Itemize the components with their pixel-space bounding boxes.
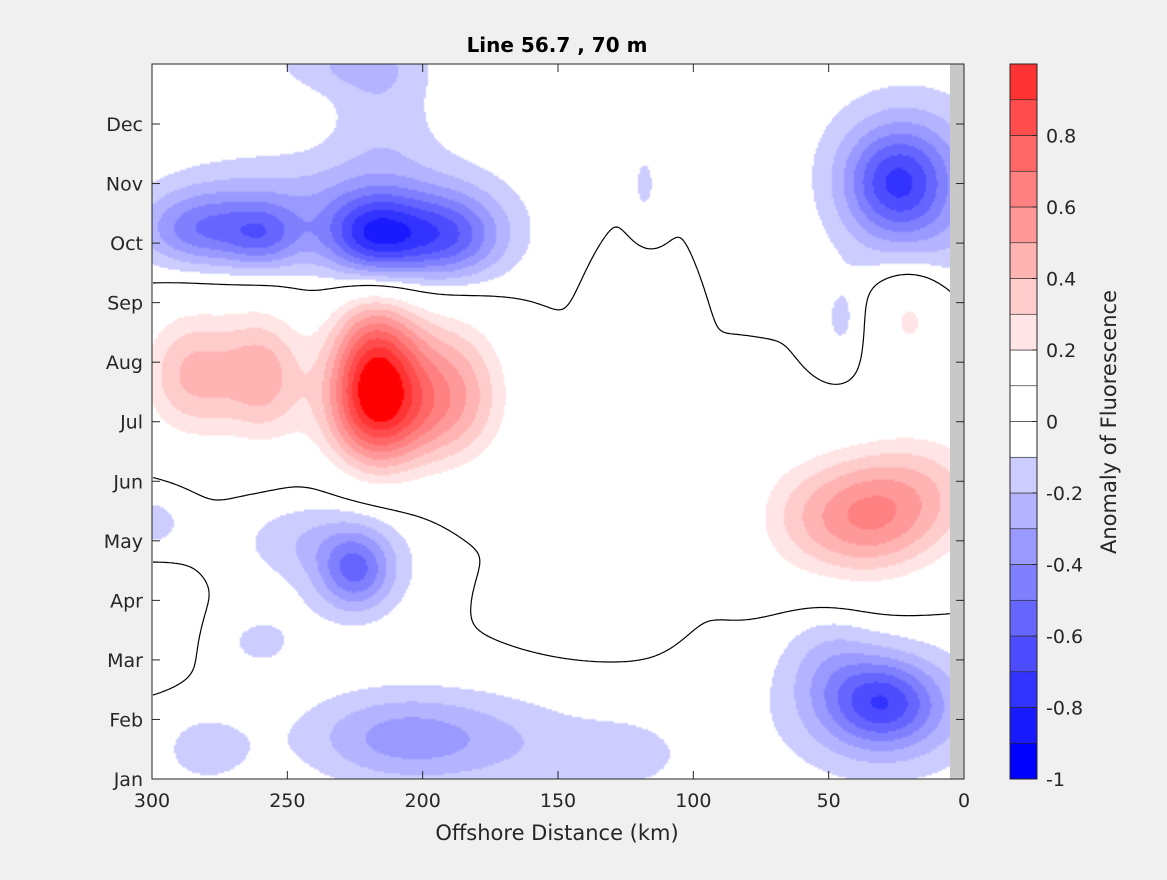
zero-contour-lines: [152, 226, 964, 696]
y-tick-label: Jun: [112, 471, 143, 493]
x-axis-label: Offshore Distance (km): [435, 821, 678, 845]
colorbar-axis: 0.8 0.6 0.4 0.2 0 -0.2 -0.4 -0.6 -0.8 -1: [1032, 126, 1083, 791]
colorbar-label: Anomaly of Fluorescence: [1097, 290, 1121, 554]
colorbar-segment: [1009, 742, 1038, 780]
colorbar-segment: [1009, 242, 1038, 279]
y-tick-label: Mar: [107, 650, 143, 672]
colorbar-tick-label: 0.8: [1046, 126, 1076, 148]
colorbar-tick-label: -0.8: [1046, 698, 1083, 720]
colorbar-tick-label: 0: [1046, 412, 1058, 434]
x-axis: 300 250 200 150 100 50 0: [134, 64, 970, 812]
y-tick-label: Oct: [110, 233, 143, 255]
colorbar-segment: [1009, 456, 1038, 494]
colorbar-tick-label: -1: [1046, 769, 1065, 791]
y-tick-label: Feb: [109, 709, 143, 731]
colorbar-segment: [1009, 528, 1038, 565]
colorbar-tick-label: 0.4: [1046, 269, 1076, 291]
x-tick-label: 250: [269, 790, 305, 812]
colorbar-tick-label: -0.2: [1046, 483, 1083, 505]
x-tick-label: 0: [958, 790, 970, 812]
colorbar-tick-label: -0.4: [1046, 555, 1083, 577]
colorbar-segment: [1009, 671, 1038, 708]
x-tick-label: 50: [817, 790, 841, 812]
x-tick-label: 150: [540, 790, 576, 812]
y-tick-label: Dec: [106, 114, 143, 136]
x-tick-label: 100: [675, 790, 711, 812]
colorbar-segment: [1009, 385, 1038, 422]
y-axis: Jan Feb Mar Apr May Jun Jul Aug Sep Oct Nov Dec: [104, 114, 964, 791]
colorbar-segment: [1009, 278, 1038, 315]
colorbar-segment: [1009, 313, 1038, 351]
colorbar-segment: [1009, 170, 1038, 208]
plot-area: [151, 63, 965, 780]
colorbar-segment: [1009, 564, 1038, 601]
colorbar-segment: [1009, 63, 1038, 101]
colorbar-segment: [1009, 599, 1038, 637]
y-tick-label: May: [104, 531, 143, 553]
colorbar-segment: [1009, 99, 1038, 136]
colorbar-segment: [1009, 421, 1038, 458]
y-tick-label: Jan: [113, 769, 143, 791]
y-tick-label: Jul: [119, 412, 143, 434]
colorbar-tick-label: 0.6: [1046, 197, 1076, 219]
y-tick-label: Nov: [106, 174, 143, 196]
y-tick-label: Aug: [106, 352, 143, 374]
colorbar-segment: [1009, 707, 1038, 744]
colorbar-tick-label: -0.6: [1046, 626, 1083, 648]
colorbar-segment: [1009, 206, 1038, 244]
zero-contour: [152, 226, 964, 696]
colorbar-segment: [1009, 635, 1038, 673]
colorbar-segment: [1009, 349, 1038, 387]
x-tick-label: 300: [134, 790, 170, 812]
colorbar: [1009, 63, 1038, 780]
colorbar-tick-label: 0.2: [1046, 340, 1076, 362]
fluorescence-anomaly-field: [152, 64, 964, 779]
chart-title: Line 56.7 , 70 m: [467, 33, 648, 57]
colorbar-segment: [1009, 135, 1038, 172]
x-tick-label: 200: [405, 790, 441, 812]
y-tick-label: Apr: [110, 590, 143, 612]
y-tick-label: Sep: [107, 293, 143, 315]
colorbar-segment: [1009, 492, 1038, 530]
